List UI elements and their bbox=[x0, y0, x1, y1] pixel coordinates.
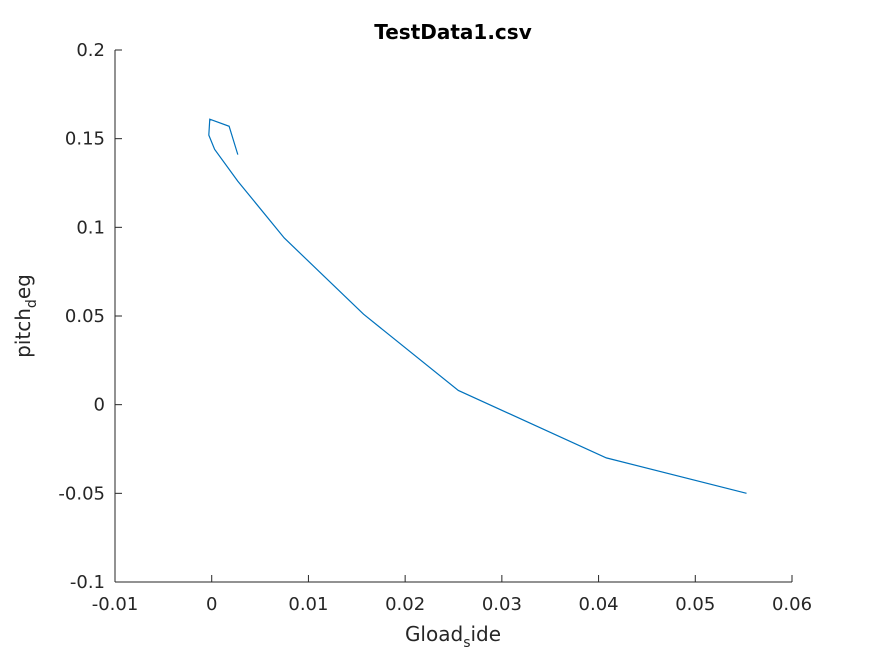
y-tick-label: 0 bbox=[94, 395, 105, 416]
y-tick-label: -0.1 bbox=[70, 572, 105, 593]
data-series-line bbox=[208, 118, 747, 494]
y-tick-label: -0.05 bbox=[58, 483, 105, 504]
x-axis-title: Gloadside bbox=[405, 622, 501, 651]
y-tick-label: 0.2 bbox=[76, 40, 105, 61]
x-tick-label: 0.04 bbox=[579, 594, 619, 615]
y-tick-label: 0.05 bbox=[65, 306, 105, 327]
x-tick-label: 0.01 bbox=[288, 594, 328, 615]
x-tick-label: -0.01 bbox=[92, 594, 139, 615]
x-tick-label: 0.02 bbox=[385, 594, 425, 615]
plot-area: -0.01 0 0.01 0.02 0.03 0.04 0.05 0.06 -0.1 -0.05 0… bbox=[58, 40, 812, 615]
x-tick-label: 0.06 bbox=[772, 594, 812, 615]
x-tick-label: 0.05 bbox=[675, 594, 715, 615]
x-tick-label: 0.03 bbox=[482, 594, 522, 615]
x-tick-label: 0 bbox=[206, 594, 217, 615]
chart-title: TestData1.csv bbox=[374, 20, 531, 44]
y-tick-label: 0.15 bbox=[65, 129, 105, 150]
y-axis-title: pitchdeg bbox=[11, 274, 40, 358]
y-tick-label: 0.1 bbox=[76, 217, 105, 238]
